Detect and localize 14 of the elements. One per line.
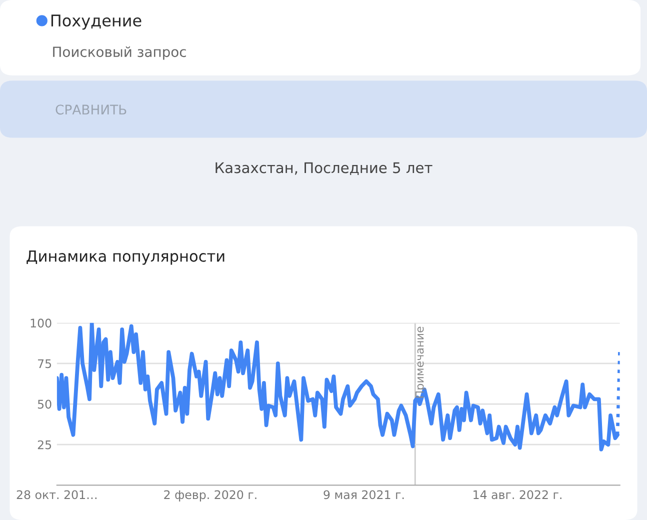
x-tick-label: 28 окт. 201… — [16, 490, 96, 500]
y-tick-label: 75 — [38, 359, 52, 368]
chart-subtitle: Казахстан, Последние 5 лет — [216, 162, 432, 176]
y-tick-label: 25 — [38, 440, 52, 450]
y-tick-label: 100 — [30, 318, 52, 328]
x-tick-label: 14 авг. 2022 г. — [474, 490, 562, 500]
x-tick-label: 9 мая 2021 г. — [324, 490, 404, 500]
chart-title: Динамика популярности — [26, 250, 224, 265]
ref-line-label: Примечание — [415, 326, 426, 398]
text: Поисковый запрос — [53, 46, 186, 60]
y-tick-label: 50 — [38, 400, 52, 409]
x-tick-label: 2 февр. 2020 г. — [164, 490, 256, 502]
text: СРАВНИТЬ — [56, 104, 126, 115]
legend-label: Похудение — [51, 14, 142, 30]
